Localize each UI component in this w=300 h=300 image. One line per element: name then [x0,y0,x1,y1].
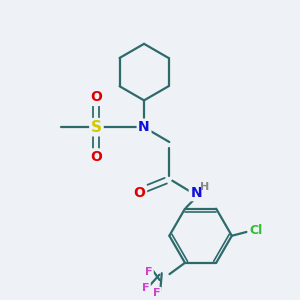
Text: O: O [91,150,102,164]
Text: N: N [190,186,202,200]
Text: F: F [145,267,152,277]
Text: O: O [91,90,102,104]
Text: N: N [138,120,150,134]
Text: H: H [200,182,209,192]
Text: S: S [91,120,102,135]
Text: Cl: Cl [249,224,262,237]
Text: F: F [142,283,149,293]
Text: F: F [153,288,160,298]
Text: O: O [134,186,146,200]
